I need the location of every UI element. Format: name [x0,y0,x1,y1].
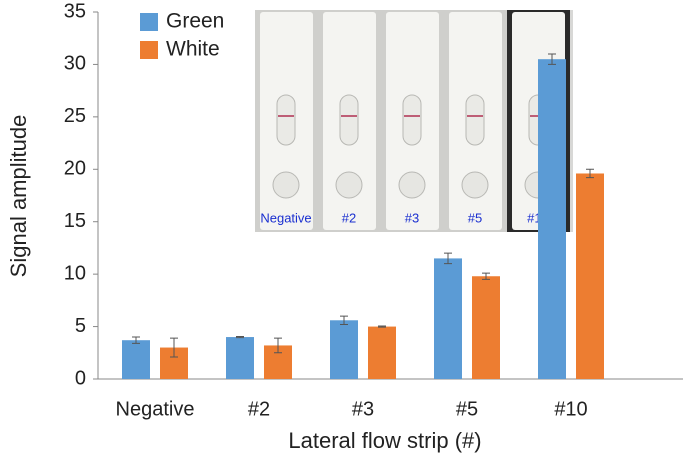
inset-label: Negative [260,210,311,225]
x-axis-title: Lateral flow strip (#) [288,428,481,453]
x-tick-label: Negative [116,398,195,420]
error-bar [378,325,386,328]
legend-label: Green [166,10,224,33]
error-bar [132,336,140,344]
bar [122,340,150,379]
y-tick-label: 30 [64,53,86,75]
y-tick-label: 10 [64,262,86,284]
sample-well [335,171,363,199]
x-tick-label: #2 [248,398,270,420]
inset-photo: Negative#2#3#5#10 [255,10,573,232]
sample-well [272,171,300,199]
y-tick-label: 35 [64,0,86,22]
bar [330,320,358,379]
bar [226,337,254,379]
bar [368,326,396,379]
sample-well [461,171,489,199]
error-bar [236,336,244,339]
legend-swatch [140,41,158,59]
bar [538,59,566,379]
legend-label: White [166,38,220,61]
strip-window [276,94,296,146]
bar [472,276,500,379]
inset-label: #3 [405,210,419,225]
inset-label: #2 [342,210,356,225]
y-tick-label: 20 [64,158,86,180]
x-tick-label: #5 [456,398,478,420]
strip-window [465,94,485,146]
y-tick-label: 15 [64,210,86,232]
error-bar [482,272,490,280]
x-tick-label: #3 [352,398,374,420]
x-tick-label: #10 [554,398,587,420]
error-bar [548,53,556,65]
strip-window [339,94,359,146]
legend-swatch [140,13,158,31]
y-tick-label: 25 [64,105,86,127]
y-tick-label: 5 [75,315,86,337]
error-bar [444,252,452,265]
error-bar [340,315,348,325]
error-bar [170,337,178,358]
error-bar [274,337,282,354]
bar [576,173,604,379]
error-bar [586,168,594,179]
strip-window [402,94,422,146]
bar [434,258,462,379]
inset-label: #5 [468,210,482,225]
y-tick-label: 0 [75,367,86,389]
y-axis-title: Signal amplitude [6,115,31,278]
sample-well [398,171,426,199]
